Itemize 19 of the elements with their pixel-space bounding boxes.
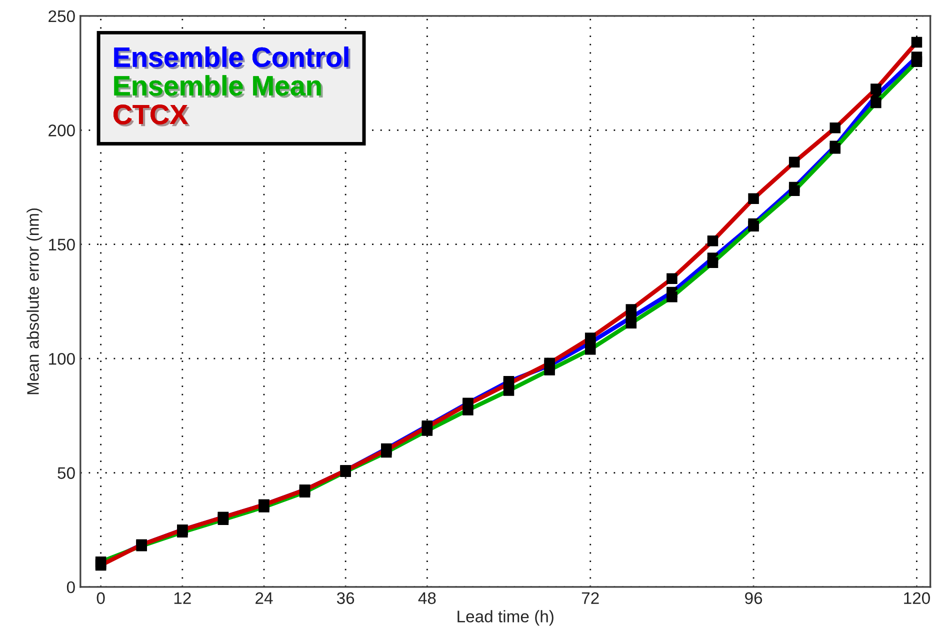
y-tick-label: 0: [66, 581, 75, 594]
y-tick-label: 100: [49, 352, 75, 365]
y-tick-label: 250: [48, 10, 75, 22]
y-tick-label: 150: [49, 238, 75, 251]
x-tick-label: 96: [745, 592, 762, 604]
y-tick-label: 200: [48, 124, 75, 136]
text: Ensemble Control: [114, 46, 350, 70]
text: CTCX: [114, 104, 190, 126]
x-tick-label: 120: [904, 592, 930, 604]
text: Ensemble Mean: [114, 75, 323, 98]
x-tick-label: 12: [174, 592, 191, 604]
x-tick-label: 72: [582, 592, 599, 604]
y-axis-title: Mean absolute error (nm): [26, 208, 42, 394]
x-tick-label: 48: [418, 592, 436, 604]
x-axis-title: Lead time (h): [458, 610, 554, 626]
x-tick-label: 36: [336, 592, 354, 604]
x-tick-label: 24: [256, 592, 273, 604]
y-tick-label: 50: [58, 467, 75, 479]
x-tick-label: 0: [96, 592, 105, 604]
